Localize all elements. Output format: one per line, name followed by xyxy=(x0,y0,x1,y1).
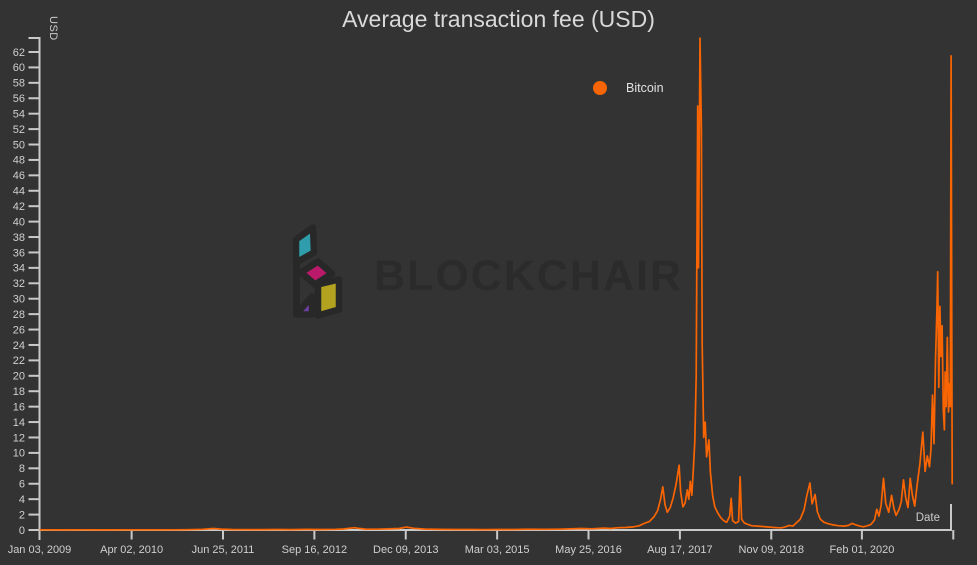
y-tick-label: 4 xyxy=(19,494,25,506)
y-tick-label: 14 xyxy=(13,417,25,429)
y-tick-label: 36 xyxy=(13,247,25,259)
x-tick-label: Jun 25, 2011 xyxy=(192,544,255,556)
y-tick-label: 28 xyxy=(13,309,25,321)
legend-label: Bitcoin xyxy=(626,81,664,95)
y-tick-label: 8 xyxy=(19,463,25,475)
y-tick-label: 0 xyxy=(19,525,25,537)
y-tick-label: 40 xyxy=(13,216,25,228)
y-tick-label: 12 xyxy=(13,432,25,444)
watermark-text: BLOCKCHAIR xyxy=(374,252,684,300)
x-tick-label: Nov 09, 2018 xyxy=(739,544,804,556)
series-line-bitcoin xyxy=(39,37,954,531)
y-tick-label: 50 xyxy=(13,139,25,151)
y-tick-label: 18 xyxy=(13,386,25,398)
y-tick-label: 46 xyxy=(13,170,25,182)
y-tick-label: 26 xyxy=(13,324,25,336)
y-tick-label: 24 xyxy=(13,340,25,352)
y-tick-label: 10 xyxy=(13,448,25,460)
y-tick-label: 2 xyxy=(19,509,25,521)
y-tick-label: 20 xyxy=(13,371,25,383)
y-tick-label: 44 xyxy=(13,186,25,198)
y-tick-label: 30 xyxy=(13,294,25,306)
legend-item-bitcoin[interactable]: Bitcoin xyxy=(593,81,664,95)
x-tick-label: Apr 02, 2010 xyxy=(100,544,163,556)
y-tick-label: 56 xyxy=(13,93,25,105)
legend-marker-icon xyxy=(593,81,607,95)
y-tick-label: 6 xyxy=(19,479,25,491)
y-tick-label: 42 xyxy=(13,201,25,213)
x-tick-label: Mar 03, 2015 xyxy=(465,544,530,556)
x-tick-label: Aug 17, 2017 xyxy=(647,544,712,556)
y-axis-title: USD xyxy=(47,16,59,41)
y-tick-label: 58 xyxy=(13,78,25,90)
x-tick-label: May 25, 2016 xyxy=(555,544,622,556)
y-tick-label: 48 xyxy=(13,155,25,167)
y-tick-label: 62 xyxy=(13,47,25,59)
y-tick-label: 32 xyxy=(13,278,25,290)
x-tick-label: Jan 03, 2009 xyxy=(8,544,72,556)
y-tick-label: 38 xyxy=(13,232,25,244)
y-tick-label: 54 xyxy=(13,108,25,120)
y-tick-label: 34 xyxy=(13,263,25,275)
x-tick-label: Feb 01, 2020 xyxy=(829,544,894,556)
x-tick-label: Dec 09, 2013 xyxy=(373,544,438,556)
y-tick-label: 22 xyxy=(13,355,25,367)
chart-title: Average transaction fee (USD) xyxy=(342,6,655,32)
y-tick-label: 60 xyxy=(13,62,25,74)
y-tick-label: 52 xyxy=(13,124,25,136)
x-tick-label: Sep 16, 2012 xyxy=(282,544,347,556)
y-tick-label: 16 xyxy=(13,401,25,413)
x-axis-title: Date xyxy=(915,512,940,524)
blockchair-logo-icon xyxy=(292,224,343,319)
